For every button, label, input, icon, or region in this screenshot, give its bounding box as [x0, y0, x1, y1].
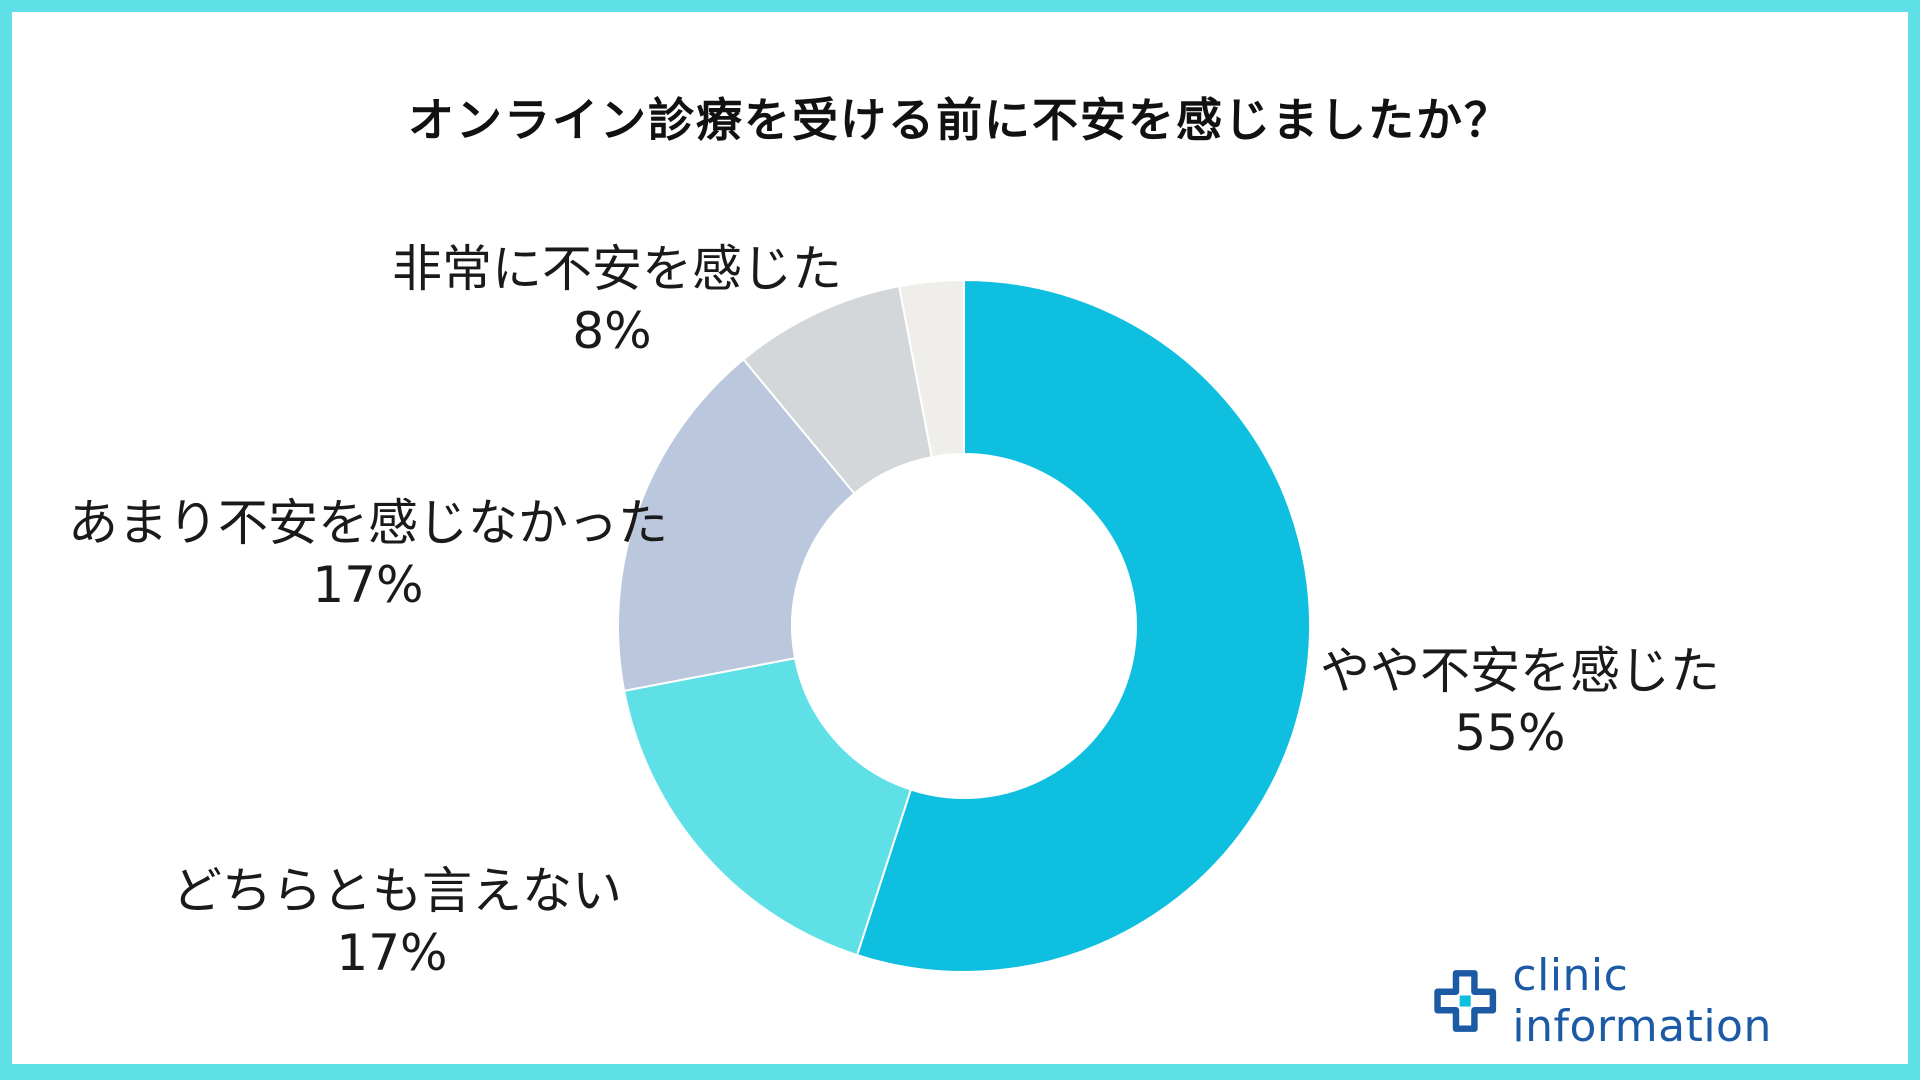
slice-label-dochira: どちらとも言えない 17% [172, 860, 622, 984]
brand-name: clinic information [1512, 950, 1772, 1052]
donut-slice-2 [617, 357, 856, 693]
slice-value-text: 17% [336, 924, 448, 982]
donut-slice-1 [622, 657, 913, 957]
medical-cross-icon [1434, 970, 1497, 1032]
chart-title: オンライン診療を受ける前に不安を感じましたか？ [408, 93, 1512, 147]
slice-label-text: あまり不安を感じなかった [68, 494, 668, 552]
slice-value-text: 17% [312, 556, 424, 614]
slice-label-hijo: 非常に不安を感じた 8% [392, 238, 842, 362]
slice-label-text: やや不安を感じた [1320, 642, 1720, 700]
brand-logo: clinic information [1432, 950, 1872, 1052]
slice-label-text: どちらとも言えない [172, 862, 622, 920]
donut-slice-4 [897, 278, 965, 459]
slice-label-amari: あまり不安を感じなかった 17% [48, 492, 688, 616]
slice-label-text: 非常に不安を感じた [392, 240, 842, 298]
chart-card: オンライン診療を受ける前に不安を感じましたか？ やや不安を感じた 55% どちら… [12, 12, 1908, 1064]
donut-chart [617, 278, 1311, 973]
slice-value-text: 55% [1454, 704, 1566, 762]
slice-value-text: 8% [572, 302, 652, 360]
donut-slice-0 [855, 278, 1311, 973]
slice-label-yaya: やや不安を感じた 55% [1320, 640, 1720, 764]
